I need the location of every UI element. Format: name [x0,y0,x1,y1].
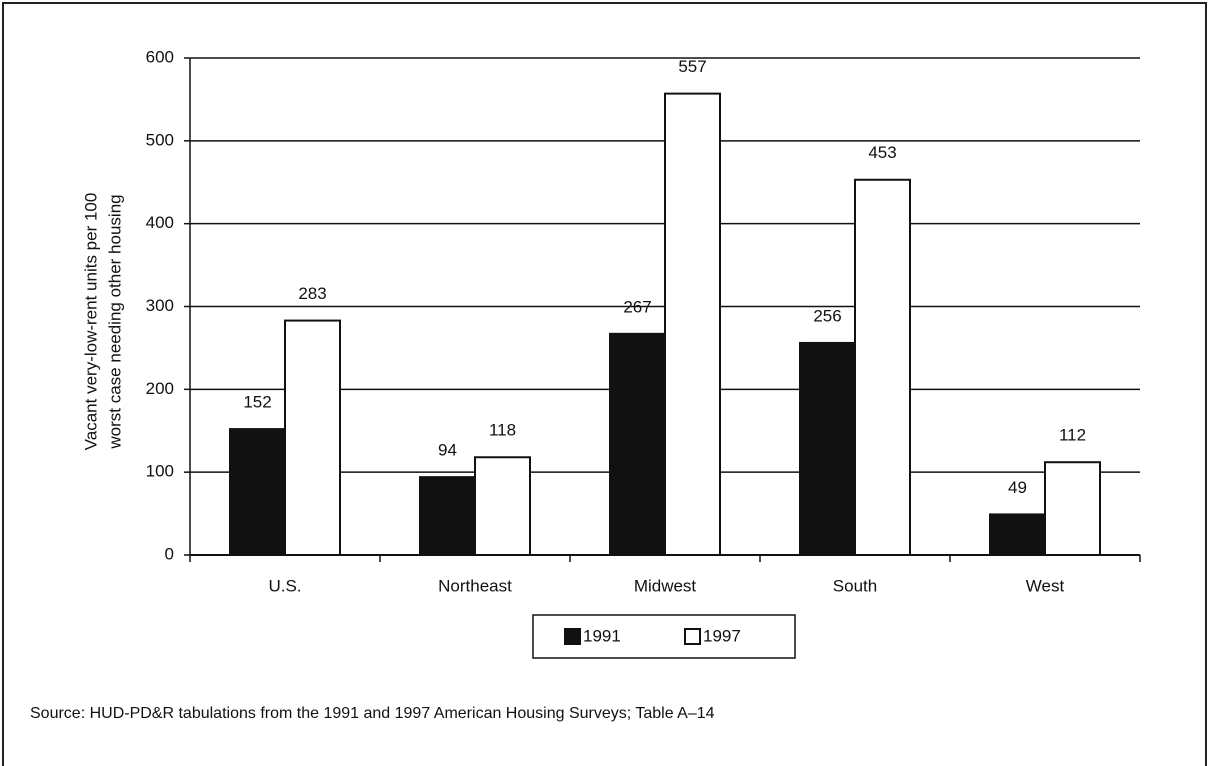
y-tick-label: 200 [146,379,174,398]
value-label: 94 [438,441,457,460]
y-tick-label: 0 [165,544,174,563]
bar [474,456,531,556]
bar [854,178,911,556]
x-tick-label: South [833,576,877,595]
legend-label: 1991 [583,626,621,645]
y-axis-label: worst case needing other housing [105,194,124,449]
value-label: 256 [813,306,841,325]
bar [229,428,286,556]
value-label: 267 [623,297,651,316]
value-label: 112 [1059,426,1086,445]
y-axis-label: Vacant very-low-rent units per 100 [81,193,100,451]
bar [284,319,341,556]
bar [609,332,666,556]
bar [664,92,721,556]
y-tick-label: 600 [146,47,174,66]
value-label: 283 [298,284,326,303]
legend-label: 1997 [703,626,741,645]
value-label: 118 [489,421,516,440]
x-tick-label: Northeast [438,576,512,595]
legend-swatch [684,628,701,645]
bar [1044,461,1101,556]
y-tick-label: 100 [146,462,174,481]
legend-swatch [564,628,581,645]
bar [419,476,476,556]
bar [799,341,856,556]
bar [989,513,1046,557]
value-label: 49 [1008,478,1027,497]
value-label: 152 [243,393,271,412]
x-tick-label: Midwest [634,576,697,595]
y-tick-label: 300 [146,296,174,315]
value-label: 453 [868,143,896,162]
x-tick-label: U.S. [268,576,301,595]
y-tick-label: 400 [146,213,174,232]
value-label: 557 [678,57,706,76]
source-note: Source: HUD-PD&R tabulations from the 19… [30,705,715,722]
x-tick-label: West [1026,576,1065,595]
y-tick-label: 500 [146,130,174,149]
